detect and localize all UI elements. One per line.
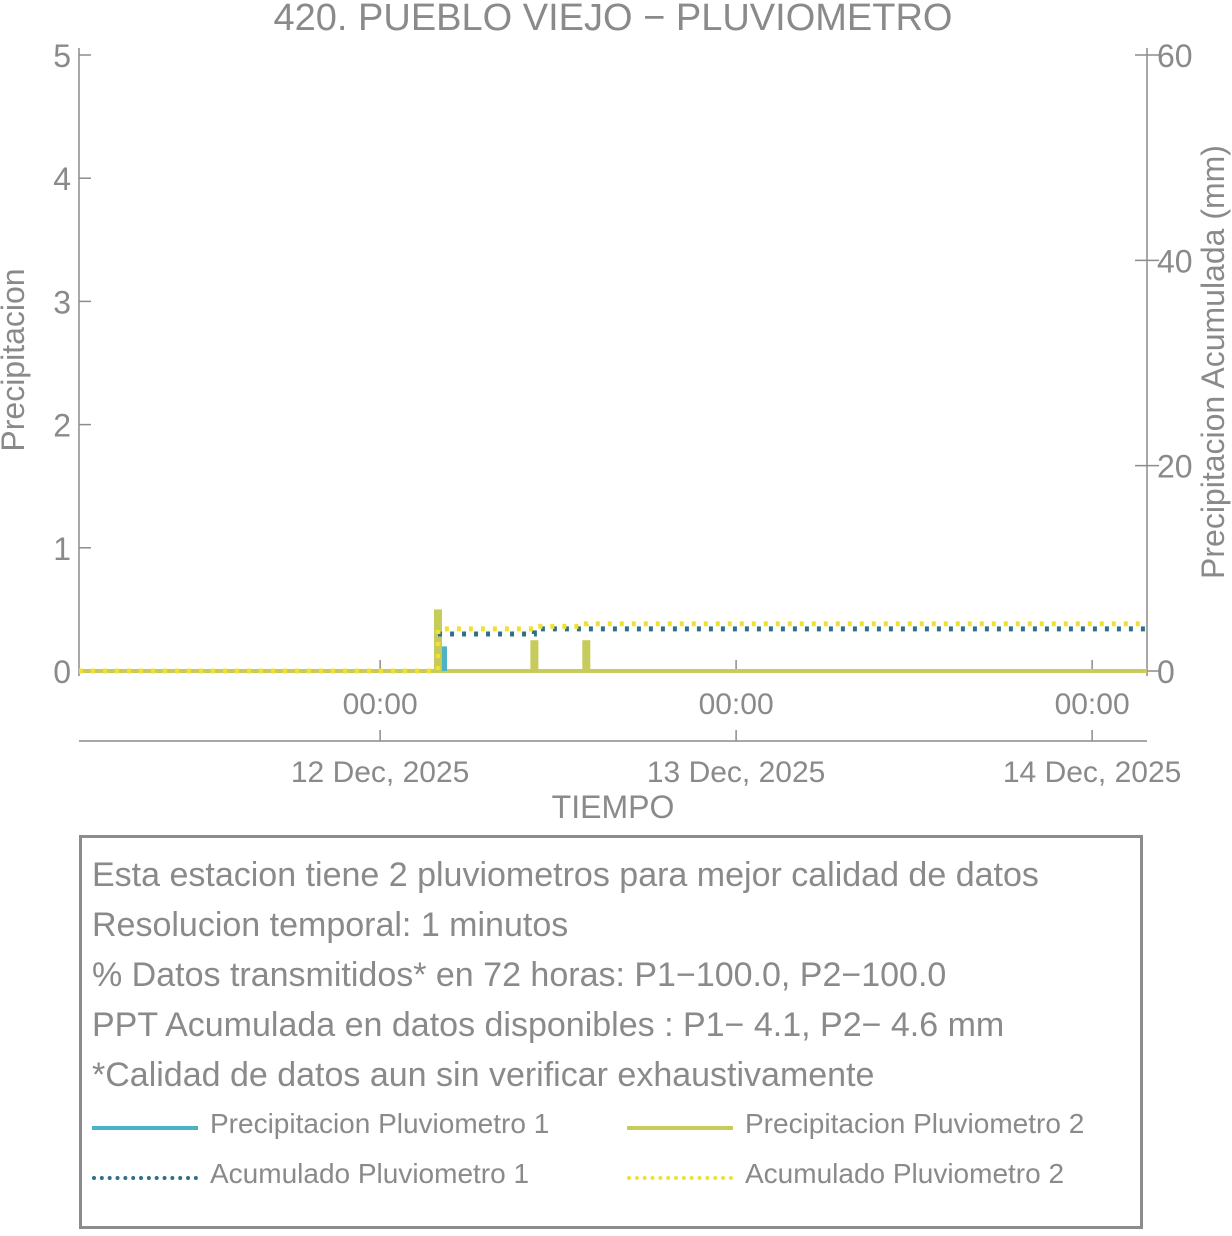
y-tick-label-left: 4 (53, 161, 71, 197)
legend-swatch (92, 1126, 198, 1130)
info-line: Esta estacion tiene 2 pluviometros para … (92, 856, 1039, 894)
precip-bar (433, 609, 442, 671)
legend-swatch (92, 1176, 198, 1180)
info-line: *Calidad de datos aun sin verificar exha… (92, 1056, 875, 1094)
station-info-box: Esta estacion tiene 2 pluviometros para … (79, 835, 1143, 1229)
y-axis-label-left: Precipitacion (0, 268, 31, 451)
y-tick-label-left: 5 (53, 38, 71, 74)
precip-bar (438, 646, 447, 671)
info-line: PPT Acumulada en datos disponibles : P1−… (92, 1006, 1005, 1044)
info-line: % Datos transmitidos* en 72 horas: P1−10… (92, 956, 947, 994)
precip-bar (530, 640, 539, 671)
y-tick-label-left: 3 (53, 284, 71, 320)
x-tick-date-label: 13 Dec, 2025 (647, 756, 825, 789)
info-line: Resolucion temporal: 1 minutos (92, 906, 569, 944)
y-tick-label-left: 2 (53, 408, 71, 444)
precipitation-chart: 420. PUEBLO VIEJO − PLUVIOMETRO 0 1 2 3 4 5 0… (0, 0, 1231, 825)
legend-label: Acumulado Pluviometro 2 (745, 1158, 1065, 1189)
legend-label: Precipitacion Pluviometro 1 (210, 1108, 550, 1139)
x-axis: 00:00 12 Dec, 2025 00:00 13 Dec, 2025 00:00 1… (291, 660, 1181, 789)
x-tick-date-label: 14 Dec, 2025 (1003, 756, 1181, 789)
y-tick-label-right: 20 (1157, 449, 1193, 485)
accumulated-line (79, 626, 1147, 674)
legend-label: Precipitacion Pluviometro 2 (745, 1108, 1085, 1139)
legend-label: Acumulado Pluviometro 1 (210, 1158, 530, 1189)
plot-area (79, 609, 1147, 674)
legend-swatch (627, 1176, 733, 1180)
x-tick-time-label: 00:00 (343, 688, 418, 721)
right-y-axis: 0 20 40 60 (1135, 38, 1193, 690)
x-axis-label: TIEMPO (552, 789, 675, 825)
x-tick-date-label: 12 Dec, 2025 (291, 756, 469, 789)
legend-swatch (627, 1126, 733, 1130)
accumulated-line (79, 621, 1147, 674)
precip-bar (582, 640, 591, 671)
y-axis-label-right: Precipitacion Acumulada (mm) (1195, 145, 1231, 579)
chart-title: 420. PUEBLO VIEJO − PLUVIOMETRO (274, 0, 953, 39)
y-tick-label-left: 0 (53, 654, 71, 690)
y-tick-label-right: 0 (1157, 654, 1175, 690)
x-tick-time-label: 00:00 (699, 688, 774, 721)
left-y-axis: 0 1 2 3 4 5 (53, 38, 91, 690)
x-tick-time-label: 00:00 (1055, 688, 1130, 721)
y-tick-label-right: 40 (1157, 243, 1193, 279)
y-tick-label-right: 60 (1157, 38, 1193, 74)
y-tick-label-left: 1 (53, 531, 71, 567)
